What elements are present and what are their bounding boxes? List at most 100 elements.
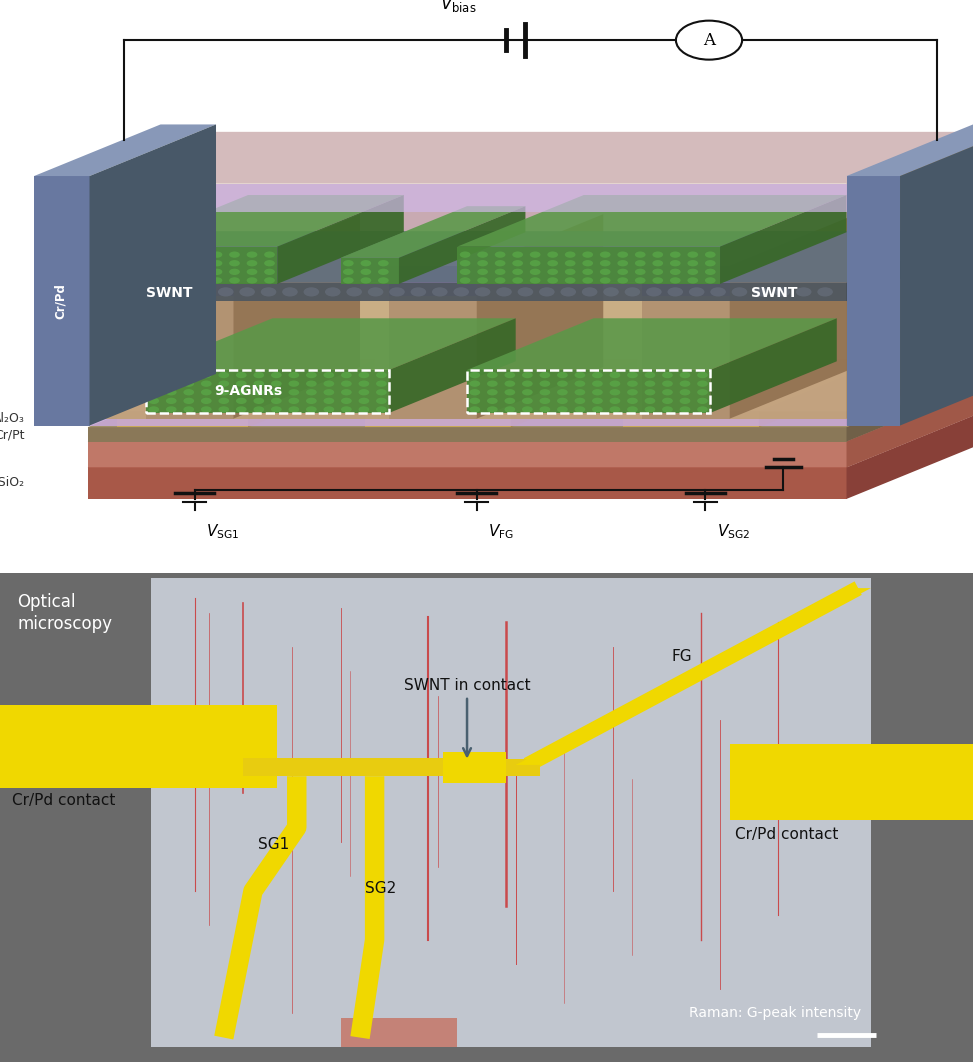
Circle shape xyxy=(512,269,523,275)
Circle shape xyxy=(609,389,620,395)
Polygon shape xyxy=(365,360,637,411)
Circle shape xyxy=(592,372,602,378)
Circle shape xyxy=(529,260,541,267)
Circle shape xyxy=(547,269,559,275)
Circle shape xyxy=(219,397,230,404)
Bar xyxy=(146,370,389,413)
Circle shape xyxy=(265,269,275,275)
Circle shape xyxy=(564,252,575,258)
Polygon shape xyxy=(234,215,360,418)
Bar xyxy=(443,752,506,783)
Polygon shape xyxy=(88,467,847,499)
Circle shape xyxy=(142,252,153,258)
Circle shape xyxy=(687,277,698,284)
Circle shape xyxy=(487,389,498,395)
Circle shape xyxy=(323,380,335,387)
Circle shape xyxy=(646,288,662,296)
Circle shape xyxy=(574,389,585,395)
Circle shape xyxy=(609,372,620,378)
Circle shape xyxy=(644,372,655,378)
Polygon shape xyxy=(467,370,710,413)
Circle shape xyxy=(697,372,707,378)
Circle shape xyxy=(160,252,170,258)
Circle shape xyxy=(261,288,276,296)
Circle shape xyxy=(697,407,707,413)
Text: SG1: SG1 xyxy=(258,837,289,852)
Circle shape xyxy=(667,288,683,296)
Circle shape xyxy=(411,288,426,296)
Text: Cr/Pd: Cr/Pd xyxy=(54,284,67,319)
Circle shape xyxy=(125,277,134,284)
Circle shape xyxy=(504,389,516,395)
Polygon shape xyxy=(146,266,234,418)
Circle shape xyxy=(470,397,481,404)
Circle shape xyxy=(247,252,257,258)
Circle shape xyxy=(358,407,370,413)
Circle shape xyxy=(539,397,551,404)
Text: 9-AGNRs: 9-AGNRs xyxy=(214,384,282,398)
Circle shape xyxy=(323,397,335,404)
Circle shape xyxy=(125,260,134,267)
Circle shape xyxy=(253,372,264,378)
Circle shape xyxy=(177,260,187,267)
Circle shape xyxy=(184,407,195,413)
Circle shape xyxy=(195,260,204,267)
Circle shape xyxy=(177,269,187,275)
Circle shape xyxy=(582,288,597,296)
Circle shape xyxy=(358,372,370,378)
Text: Al₂O₃: Al₂O₃ xyxy=(0,412,24,425)
Circle shape xyxy=(560,288,576,296)
Circle shape xyxy=(652,277,663,284)
Circle shape xyxy=(235,380,246,387)
Circle shape xyxy=(460,269,471,275)
Polygon shape xyxy=(847,390,973,467)
Circle shape xyxy=(582,252,593,258)
Polygon shape xyxy=(759,360,885,427)
Circle shape xyxy=(177,277,187,284)
Circle shape xyxy=(378,277,389,284)
Circle shape xyxy=(634,260,645,267)
Circle shape xyxy=(478,252,488,258)
Circle shape xyxy=(323,372,335,378)
Circle shape xyxy=(679,389,690,395)
Circle shape xyxy=(470,389,481,395)
Circle shape xyxy=(504,372,516,378)
Circle shape xyxy=(627,397,637,404)
Polygon shape xyxy=(88,184,847,418)
Circle shape xyxy=(306,380,316,387)
Circle shape xyxy=(796,288,811,296)
Circle shape xyxy=(235,407,246,413)
Circle shape xyxy=(557,407,567,413)
Circle shape xyxy=(470,380,481,387)
Circle shape xyxy=(111,288,126,296)
Circle shape xyxy=(154,288,169,296)
Circle shape xyxy=(149,380,160,387)
Text: Cr/Pd contact: Cr/Pd contact xyxy=(735,827,838,842)
Circle shape xyxy=(166,397,177,404)
Circle shape xyxy=(177,252,187,258)
Polygon shape xyxy=(341,206,525,258)
Circle shape xyxy=(574,407,585,413)
Circle shape xyxy=(676,20,742,59)
Circle shape xyxy=(634,269,645,275)
Circle shape xyxy=(557,380,567,387)
Circle shape xyxy=(599,269,611,275)
Polygon shape xyxy=(88,415,973,467)
Circle shape xyxy=(504,407,516,413)
Circle shape xyxy=(149,407,160,413)
Circle shape xyxy=(662,389,672,395)
Polygon shape xyxy=(900,124,973,426)
Text: Raman: G-peak intensity: Raman: G-peak intensity xyxy=(689,1007,861,1021)
Polygon shape xyxy=(146,319,516,370)
Circle shape xyxy=(475,288,490,296)
Circle shape xyxy=(582,277,593,284)
Polygon shape xyxy=(146,370,389,413)
Text: SWNT: SWNT xyxy=(751,286,798,299)
Polygon shape xyxy=(730,215,856,418)
Text: SWNT: SWNT xyxy=(146,286,193,299)
Polygon shape xyxy=(623,411,759,427)
Circle shape xyxy=(201,389,212,395)
Polygon shape xyxy=(457,246,720,284)
Text: Cr/Pd contact: Cr/Pd contact xyxy=(12,793,115,808)
Circle shape xyxy=(644,397,655,404)
